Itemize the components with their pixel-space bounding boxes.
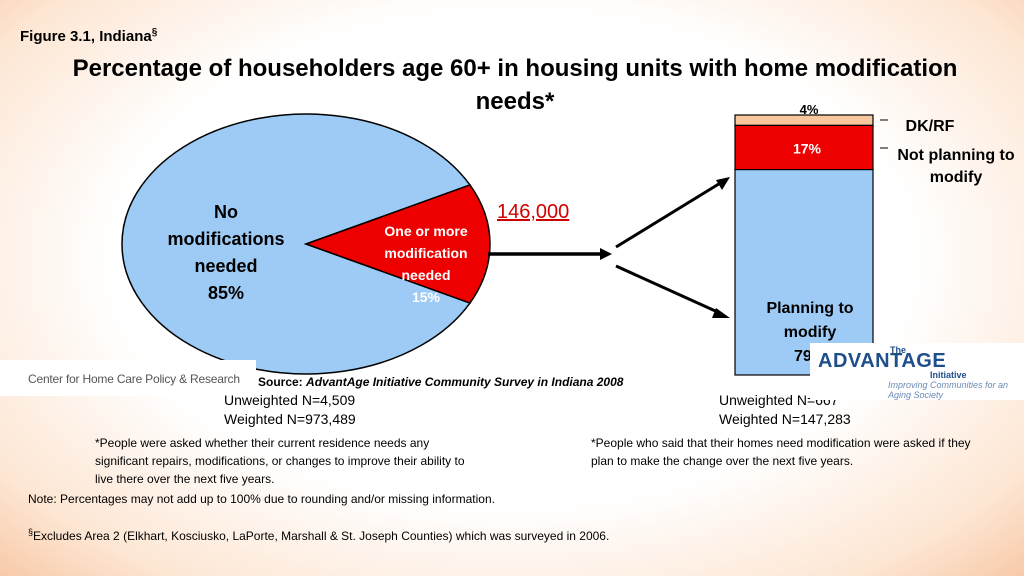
pie-slice-modification-needed (303, 184, 491, 304)
arrow-down (615, 264, 723, 316)
bar-label-not-planning: 17% (793, 141, 822, 157)
logo-prefix: The (890, 345, 907, 355)
pie-chart: No modifications needed 85% One or more modif… (121, 113, 491, 375)
pie-slice-no-modifications (121, 113, 472, 375)
logo-word: Initiative (930, 370, 967, 380)
arrow-up-head (716, 177, 730, 190)
arrow-main-head (600, 248, 612, 260)
chart-title: Percentage of householders age 60+ in ho… (72, 55, 958, 115)
advantage-logo: ADVANTAGE (818, 350, 947, 372)
right-stats: Unweighted N=667 Weighted N=147,283 (719, 391, 851, 429)
bar-segment-2 (734, 169, 874, 376)
bar-label-dkrf: 4% (800, 102, 819, 117)
stacked-bar-chart: 4%17%Planning tomodify79% (734, 102, 874, 376)
arrows (488, 119, 888, 318)
legend-dkrf: DK/RF (905, 118, 955, 135)
rounding-note: Note: Percentages may not add up to 100%… (28, 492, 495, 506)
arrow-up (615, 180, 723, 249)
left-footnote: *People were asked whether their current… (95, 436, 465, 486)
left-caption-logo: Center for Home Care Policy & Research (28, 372, 240, 386)
arrow-down-head (712, 308, 730, 318)
figure-label: Figure 3.1, Indiana§ (20, 27, 158, 45)
source-line: Source: AdvantAge Initiative Community S… (258, 375, 624, 389)
area-note: §Excludes Area 2 (Elkhart, Kosciusko, La… (28, 527, 610, 543)
callout-number: 146,000 (497, 201, 570, 223)
right-footnote: *People who said that their homes need m… (591, 436, 971, 468)
left-stats: Unweighted N=4,509 Weighted N=973,489 (224, 391, 356, 429)
left-caption-box (0, 360, 256, 396)
left-unweighted: Unweighted N=4,509 (224, 392, 356, 408)
pie-label-modification-needed: One or more modification needed (384, 223, 467, 283)
left-weighted: Weighted N=973,489 (224, 411, 356, 427)
right-weighted: Weighted N=147,283 (719, 411, 851, 427)
pie-label-no-modifications: No modifications needed 85% (167, 202, 284, 303)
advantage-logo-box (810, 343, 1024, 400)
logo-tagline: Improving Communities for an Aging Socie… (888, 380, 1009, 400)
pie-value-modification-needed: 15% (412, 289, 441, 305)
right-unweighted: Unweighted N=667 (719, 392, 839, 408)
legend-not-planning: Not planning to modify (897, 147, 1015, 186)
